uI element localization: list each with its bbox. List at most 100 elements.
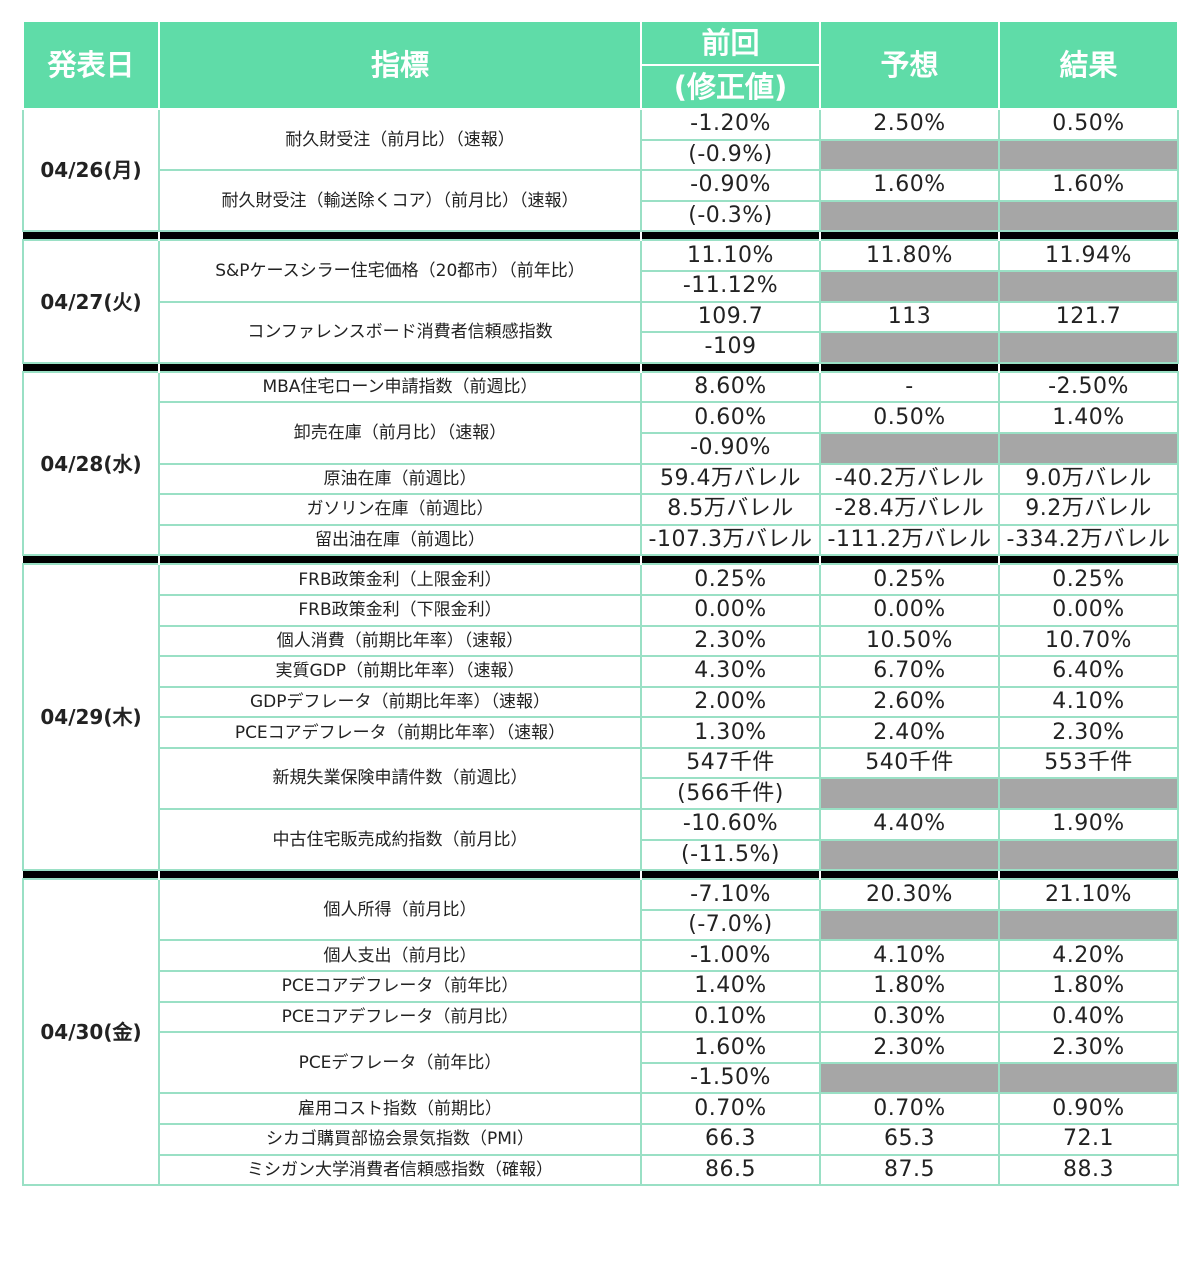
revised-value-cell: -11.12% xyxy=(640,269,821,303)
table-row: GDPデフレータ（前期比年率）（速報） 2.00% 2.60% 4.10% xyxy=(23,685,1179,719)
revised-value-cell: (-0.3%) xyxy=(640,199,821,233)
revised-row: -1.50% xyxy=(23,1061,1179,1095)
result-blank-cell xyxy=(998,777,1179,811)
table-row: FRB政策金利（下限金利） 0.00% 0.00% 0.00% xyxy=(23,593,1179,627)
forecast-value-cell: 4.10% xyxy=(819,939,1000,973)
forecast-value-cell: -111.2万バレル xyxy=(819,523,1000,557)
release-date-cell: 04/30(金) xyxy=(22,878,160,1187)
separator-cell xyxy=(998,870,1178,880)
revised-value-cell: (-7.0%) xyxy=(640,908,821,942)
separator-cell xyxy=(998,555,1178,565)
previous-value-cell: 2.00% xyxy=(640,685,821,719)
previous-value-cell: -7.10% xyxy=(640,878,821,911)
result-value-cell: 121.7 xyxy=(998,300,1179,334)
forecast-value-cell: 65.3 xyxy=(819,1123,1000,1156)
result-value-cell: 10.70% xyxy=(998,624,1179,658)
previous-value-cell: 0.25% xyxy=(640,563,821,596)
indicator-name-cell: FRB政策金利（上限金利） xyxy=(158,563,642,596)
forecast-value-cell: 10.50% xyxy=(819,624,1000,658)
result-value-cell: 0.00% xyxy=(998,593,1179,627)
indicator-name-cell: 個人消費（前期比年率）（速報） xyxy=(158,624,642,658)
indicator-name-cell: 雇用コスト指数（前期比） xyxy=(158,1092,642,1125)
forecast-blank-cell xyxy=(819,199,1000,233)
table-row: 04/27(火) S&Pケースシラー住宅価格（20都市）（前年比） 11.10% 11… xyxy=(22,239,1179,364)
previous-value-cell: -0.90% xyxy=(640,169,821,202)
previous-value-cell: -107.3万バレル xyxy=(640,523,821,557)
forecast-value-cell: 0.70% xyxy=(819,1092,1000,1125)
result-value-cell: 2.30% xyxy=(998,716,1179,749)
result-value-cell: 4.10% xyxy=(998,685,1179,719)
result-value-cell: 0.25% xyxy=(998,563,1179,596)
result-value-cell: 9.2万バレル xyxy=(998,493,1179,526)
result-value-cell: 11.94% xyxy=(998,239,1179,272)
date-column-header: 発表日 xyxy=(22,20,160,110)
indicator-name-cell: PCEデフレータ（前年比） xyxy=(158,1031,642,1095)
result-value-cell: 553千件 xyxy=(998,746,1179,780)
separator-cell xyxy=(23,555,159,565)
forecast-value-cell: 2.60% xyxy=(819,685,1000,719)
revised-value-cell: (566千件) xyxy=(640,777,821,811)
result-value-cell: 1.80% xyxy=(998,970,1179,1003)
separator-cell xyxy=(158,362,641,372)
separator-cell xyxy=(819,362,999,372)
separator-cell xyxy=(998,362,1178,372)
release-date-cell: 04/29(木) xyxy=(22,563,160,872)
forecast-value-cell: 0.50% xyxy=(819,401,1000,434)
forecast-value-cell: 540千件 xyxy=(819,746,1000,780)
result-value-cell: -2.50% xyxy=(998,370,1179,404)
group-separator xyxy=(23,362,1178,372)
previous-value-cell: 11.10% xyxy=(640,239,821,272)
table-row: 耐久財受注（輸送除くコア）（前月比）（速報） -0.90% 1.60% 1.60% xyxy=(23,169,1179,233)
separator-cell xyxy=(640,231,820,241)
table-row: 個人支出（前月比） -1.00% 4.10% 4.20% xyxy=(23,939,1179,973)
indicator-name-cell: コンファレンスボード消費者信頼感指数 xyxy=(158,300,642,364)
indicator-name-cell: PCEコアデフレータ（前期比年率）（速報） xyxy=(158,716,642,749)
indicator-name-cell: 耐久財受注（輸送除くコア）（前月比）（速報） xyxy=(158,169,642,233)
result-value-cell: 0.50% xyxy=(998,108,1179,141)
release-date-cell: 04/26(月) xyxy=(22,107,160,233)
forecast-blank-cell xyxy=(819,331,1000,364)
table-row: PCEコアデフレータ（前期比年率）（速報） 1.30% 2.40% 2.30% xyxy=(23,716,1179,749)
result-blank-cell xyxy=(998,138,1179,172)
indicator-name-cell: 新規失業保険申請件数（前週比） xyxy=(158,746,642,811)
revised-value-cell: -0.90% xyxy=(640,431,821,465)
forecast-value-cell: 11.80% xyxy=(819,239,1000,272)
previous-value-cell: 86.5 xyxy=(640,1153,821,1187)
previous-value-cell: 8.5万バレル xyxy=(640,493,821,526)
previous-value-cell: 2.30% xyxy=(640,624,821,658)
table-row: PCEコアデフレータ（前月比） 0.10% 0.30% 0.40% xyxy=(23,1000,1179,1034)
separator-cell xyxy=(158,555,641,565)
result-value-cell: 6.40% xyxy=(998,655,1179,688)
revised-value-cell: -1.50% xyxy=(640,1061,821,1095)
previous-value-cell: 0.70% xyxy=(640,1092,821,1125)
previous-value-cell: 0.60% xyxy=(640,401,821,434)
economic-calendar: 発表日 指標 前回 予想 結果 (修正値) 04/26(月) 耐久財受注（前月比）… xyxy=(22,20,1179,1187)
forecast-value-cell: 1.80% xyxy=(819,970,1000,1003)
table-row: ガソリン在庫（前週比） 8.5万バレル -28.4万バレル 9.2万バレル xyxy=(23,493,1179,526)
revised-row: (566千件) xyxy=(23,777,1179,811)
indicator-name-cell: PCEコアデフレータ（前年比） xyxy=(158,970,642,1003)
result-value-cell: 1.90% xyxy=(998,808,1179,841)
forecast-blank-cell xyxy=(819,777,1000,811)
result-value-cell: 21.10% xyxy=(998,878,1179,911)
previous-value-cell: 59.4万バレル xyxy=(640,462,821,496)
forecast-value-cell: -40.2万バレル xyxy=(819,462,1000,496)
indicator-name-cell: 個人支出（前月比） xyxy=(158,939,642,973)
previous-value-cell: 0.10% xyxy=(640,1000,821,1034)
group-separator xyxy=(23,555,1178,565)
result-value-cell: 1.40% xyxy=(998,401,1179,434)
table-header: 発表日 指標 前回 予想 結果 (修正値) xyxy=(22,20,1179,110)
previous-value-cell: 547千件 xyxy=(640,746,821,780)
table-row: 04/28(水) MBA住宅ローン申請指数（前週比） 8.60% - -2.50% xyxy=(22,370,1179,557)
previous-value-cell: -10.60% xyxy=(640,808,821,841)
forecast-value-cell: 20.30% xyxy=(819,878,1000,911)
table-row: 雇用コスト指数（前期比） 0.70% 0.70% 0.90% xyxy=(23,1092,1179,1125)
previous-value-cell: -1.00% xyxy=(640,939,821,973)
forecast-value-cell: 87.5 xyxy=(819,1153,1000,1187)
forecast-value-cell: - xyxy=(819,370,1000,404)
table-row: 04/26(月) 耐久財受注（前月比）（速報） -1.20% 2.50% 0.50% xyxy=(22,107,1179,233)
indicator-name-cell: MBA住宅ローン申請指数（前週比） xyxy=(158,370,642,404)
previous-column-header: 前回 xyxy=(640,20,821,66)
revised-row: (-11.5%) xyxy=(23,838,1179,872)
forecast-value-cell: 6.70% xyxy=(819,655,1000,688)
